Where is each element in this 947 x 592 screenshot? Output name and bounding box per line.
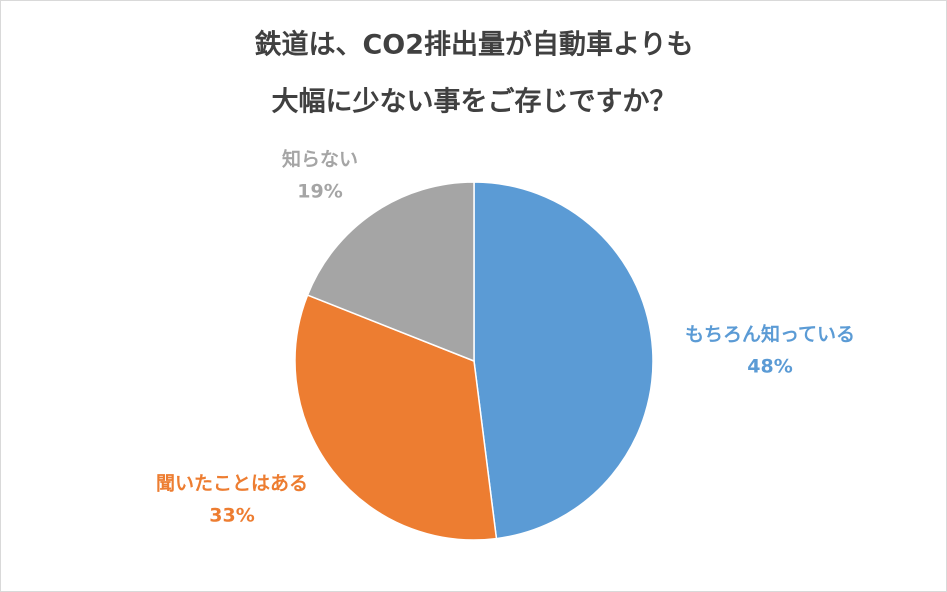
value-label: 48% <box>747 356 792 378</box>
pie-slice <box>473 181 654 540</box>
chart-title: 大幅に少ない事をご存じですか？ <box>272 86 677 118</box>
pie-slice <box>306 181 475 363</box>
value-label: 19% <box>297 181 342 203</box>
category-label: 知らない <box>282 148 358 171</box>
chart-title: 鉄道は、CO2排出量が自動車よりも <box>254 29 693 61</box>
value-label: 33% <box>209 505 254 527</box>
category-label: もちろん知っている <box>685 323 855 346</box>
pie-slice <box>294 294 498 541</box>
category-label: 聞いたことはある <box>156 473 308 495</box>
